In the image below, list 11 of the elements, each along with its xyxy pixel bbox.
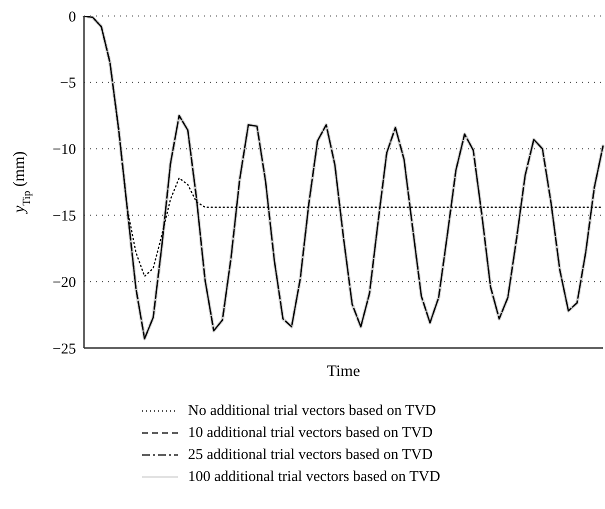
legend-label: No additional trial vectors based on TVD [188, 402, 436, 420]
legend-label: 100 additional trial vectors based on TVD [188, 468, 440, 486]
legend-label: 25 additional trial vectors based on TVD [188, 446, 433, 464]
y-tick-label: −15 [52, 208, 76, 225]
y-tick-label: −10 [52, 142, 76, 158]
y-tick-label: −20 [52, 274, 76, 291]
y-tick-label: −25 [52, 341, 76, 358]
x-axis-title: Time [326, 363, 360, 380]
y-tick-label: 0 [68, 9, 76, 26]
y-tick-label: −5 [60, 76, 76, 92]
legend-label: 10 additional trial vectors based on TVD [188, 424, 433, 442]
